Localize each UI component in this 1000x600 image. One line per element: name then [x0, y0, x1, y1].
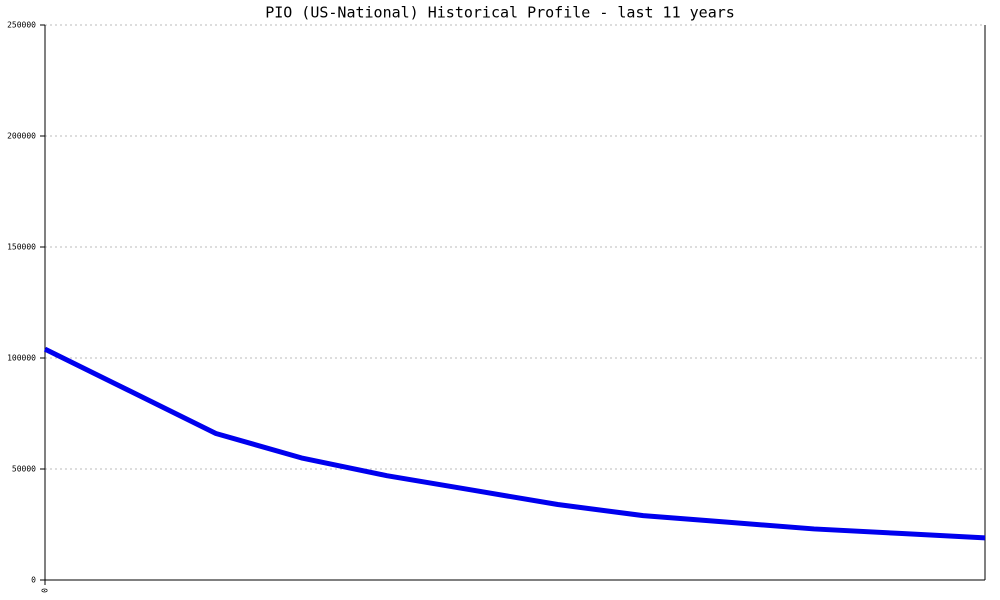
chart-title: PIO (US-National) Historical Profile - l… — [265, 4, 735, 22]
y-tick-label: 100000 — [7, 354, 36, 363]
y-tick-label: 200000 — [7, 132, 36, 141]
y-tick-label: 50000 — [12, 465, 36, 474]
y-tick-label: 0 — [31, 576, 36, 585]
y-tick-label: 250000 — [7, 21, 36, 30]
data-line — [43, 346, 986, 541]
x-tick-label: 0 — [41, 588, 50, 593]
y-tick-label: 150000 — [7, 243, 36, 252]
